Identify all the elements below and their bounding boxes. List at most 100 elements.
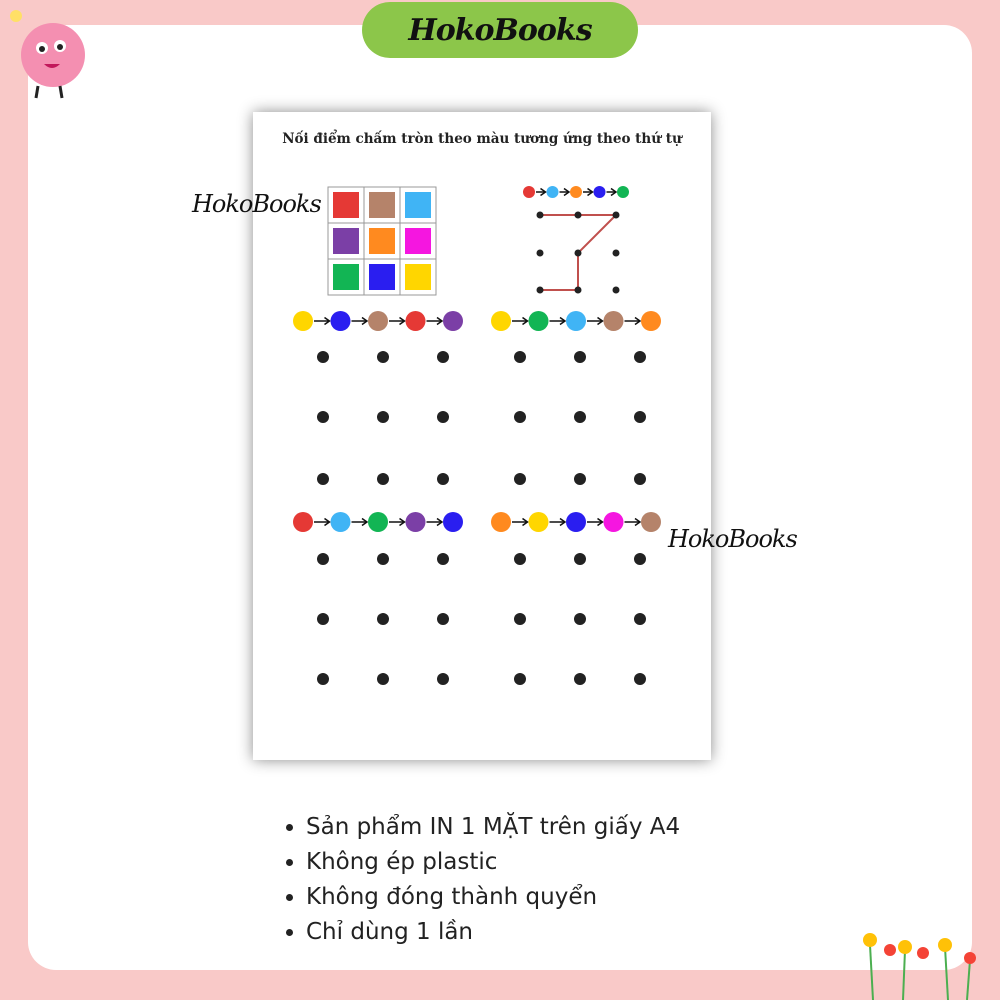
sequence-dot-brown xyxy=(603,311,624,331)
sequence-dot-green xyxy=(528,311,549,331)
feature-item: Sản phẩm IN 1 MẶT trên giấy A4 xyxy=(306,810,680,845)
sequence-dot-orange xyxy=(570,186,582,198)
sequence-dot-lightblue xyxy=(546,186,559,198)
arrow-icon xyxy=(361,517,369,527)
arrow-icon xyxy=(634,517,642,527)
grid-dot xyxy=(536,211,544,219)
feature-item: Chỉ dùng 1 lần xyxy=(306,915,680,950)
grid-dot xyxy=(612,249,620,257)
grid-dot xyxy=(437,673,449,685)
sequence-dot-blue xyxy=(593,186,606,198)
arrow-icon xyxy=(436,316,444,326)
arrow-icon xyxy=(522,316,529,326)
grid-dot xyxy=(574,673,586,685)
color-swatch-orange xyxy=(369,228,395,254)
flowers-icon xyxy=(863,933,976,1000)
arrow-icon xyxy=(522,517,529,527)
grid-dot xyxy=(317,613,329,625)
sequence-dot-magenta xyxy=(603,512,624,532)
grid-dot xyxy=(634,473,646,485)
grid-dot xyxy=(437,411,449,423)
sequence-dot-purple xyxy=(443,311,463,331)
grid-dot xyxy=(437,351,449,363)
grid-dot xyxy=(574,211,582,219)
grid-dot xyxy=(634,351,646,363)
sequence-dot-lightblue xyxy=(330,512,351,532)
grid-dot xyxy=(536,286,544,294)
color-swatch-red xyxy=(333,192,359,218)
brand-header: HokoBooks xyxy=(362,2,638,58)
arrow-icon xyxy=(540,187,547,197)
grid-dot xyxy=(634,613,646,625)
arrow-icon xyxy=(399,316,406,326)
sequence-dot-green xyxy=(368,512,388,532)
grid-dot xyxy=(536,249,544,257)
grid-dot xyxy=(377,673,389,685)
color-swatch-yellow xyxy=(405,264,431,290)
grid-dot xyxy=(437,553,449,565)
grid-dot xyxy=(634,411,646,423)
grid-dot xyxy=(437,613,449,625)
arrow-icon xyxy=(559,517,567,527)
grid-dot xyxy=(437,473,449,485)
grid-dot xyxy=(514,351,526,363)
grid-dot xyxy=(574,286,582,294)
grid-dot xyxy=(317,673,329,685)
grid-dot xyxy=(514,473,526,485)
grid-dot xyxy=(574,613,586,625)
arrow-icon xyxy=(563,187,571,197)
grid-dot xyxy=(377,351,389,363)
grid-dot xyxy=(574,553,586,565)
arrow-icon xyxy=(597,316,604,326)
sequence-dot-brown xyxy=(641,512,661,532)
grid-dot xyxy=(377,411,389,423)
color-swatch-magenta xyxy=(405,228,431,254)
grid-dot xyxy=(514,673,526,685)
grid-dot xyxy=(574,351,586,363)
color-swatch-lightblue xyxy=(405,192,431,218)
sequence-dot-blue xyxy=(443,512,463,532)
sequence-dot-purple xyxy=(405,512,426,532)
arrow-icon xyxy=(324,316,331,326)
arrow-icon xyxy=(634,316,642,326)
grid-dot xyxy=(317,351,329,363)
feature-list: Sản phẩm IN 1 MẶT trên giấy A4 Không ép … xyxy=(282,810,680,950)
sequence-dot-lightblue xyxy=(566,311,586,331)
brain-mascot-icon xyxy=(10,10,85,99)
sequence-dot-red xyxy=(523,186,535,198)
grid-dot xyxy=(317,473,329,485)
sequence-dot-blue xyxy=(566,512,586,532)
arrow-icon xyxy=(597,517,604,527)
feature-item: Không đóng thành quyển xyxy=(306,880,680,915)
color-swatch-green xyxy=(333,264,359,290)
arrow-icon xyxy=(610,187,618,197)
arrow-icon xyxy=(324,517,331,527)
sequence-dot-brown xyxy=(368,311,388,331)
grid-dot xyxy=(574,249,582,257)
color-swatch-brown xyxy=(369,192,395,218)
arrow-icon xyxy=(587,187,594,197)
sequence-dot-red xyxy=(405,311,426,331)
color-swatch-purple xyxy=(333,228,359,254)
grid-dot xyxy=(377,613,389,625)
grid-dot xyxy=(317,411,329,423)
sequence-dot-red xyxy=(293,512,313,532)
grid-dot xyxy=(574,473,586,485)
grid-dot xyxy=(514,411,526,423)
example-path-line xyxy=(540,214,619,291)
grid-dot xyxy=(514,613,526,625)
sequence-dot-orange xyxy=(641,311,661,331)
sequence-dot-blue xyxy=(330,311,351,331)
arrow-icon xyxy=(361,316,369,326)
grid-dot xyxy=(514,553,526,565)
grid-dot xyxy=(377,473,389,485)
arrow-icon xyxy=(436,517,444,527)
grid-dot xyxy=(377,553,389,565)
grid-dot xyxy=(612,211,620,219)
arrow-icon xyxy=(559,316,567,326)
sequence-dot-yellow xyxy=(491,311,511,331)
grid-dot xyxy=(634,673,646,685)
sequence-dot-yellow xyxy=(528,512,549,532)
grid-dot xyxy=(634,553,646,565)
